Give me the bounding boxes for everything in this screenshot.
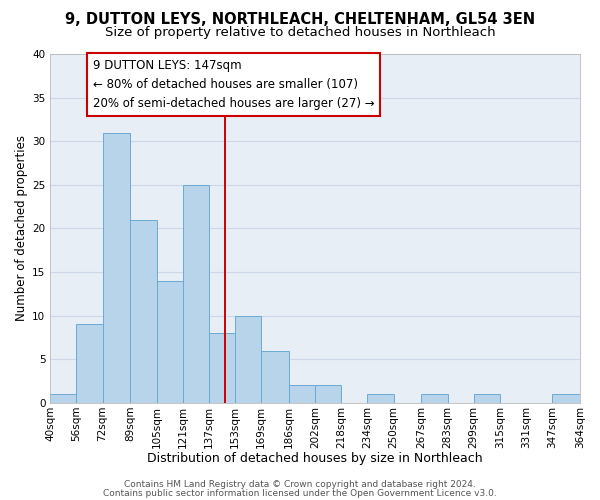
Bar	[76, 324, 103, 403]
Bar	[367, 394, 394, 403]
Bar	[209, 333, 235, 403]
Bar	[50, 394, 76, 403]
Bar	[289, 386, 315, 403]
Text: Contains public sector information licensed under the Open Government Licence v3: Contains public sector information licen…	[103, 488, 497, 498]
Bar	[183, 185, 209, 403]
Bar	[261, 350, 289, 403]
X-axis label: Distribution of detached houses by size in Northleach: Distribution of detached houses by size …	[148, 452, 483, 465]
Text: 9, DUTTON LEYS, NORTHLEACH, CHELTENHAM, GL54 3EN: 9, DUTTON LEYS, NORTHLEACH, CHELTENHAM, …	[65, 12, 535, 28]
Text: Contains HM Land Registry data © Crown copyright and database right 2024.: Contains HM Land Registry data © Crown c…	[124, 480, 476, 489]
Text: 9 DUTTON LEYS: 147sqm
← 80% of detached houses are smaller (107)
20% of semi-det: 9 DUTTON LEYS: 147sqm ← 80% of detached …	[92, 59, 374, 110]
Bar	[421, 394, 448, 403]
Bar	[235, 316, 261, 403]
Bar	[157, 281, 183, 403]
Bar	[315, 386, 341, 403]
Bar	[552, 394, 580, 403]
Text: Size of property relative to detached houses in Northleach: Size of property relative to detached ho…	[104, 26, 496, 39]
Y-axis label: Number of detached properties: Number of detached properties	[15, 136, 28, 322]
Bar	[474, 394, 500, 403]
Bar	[130, 220, 157, 403]
Bar	[103, 132, 130, 403]
